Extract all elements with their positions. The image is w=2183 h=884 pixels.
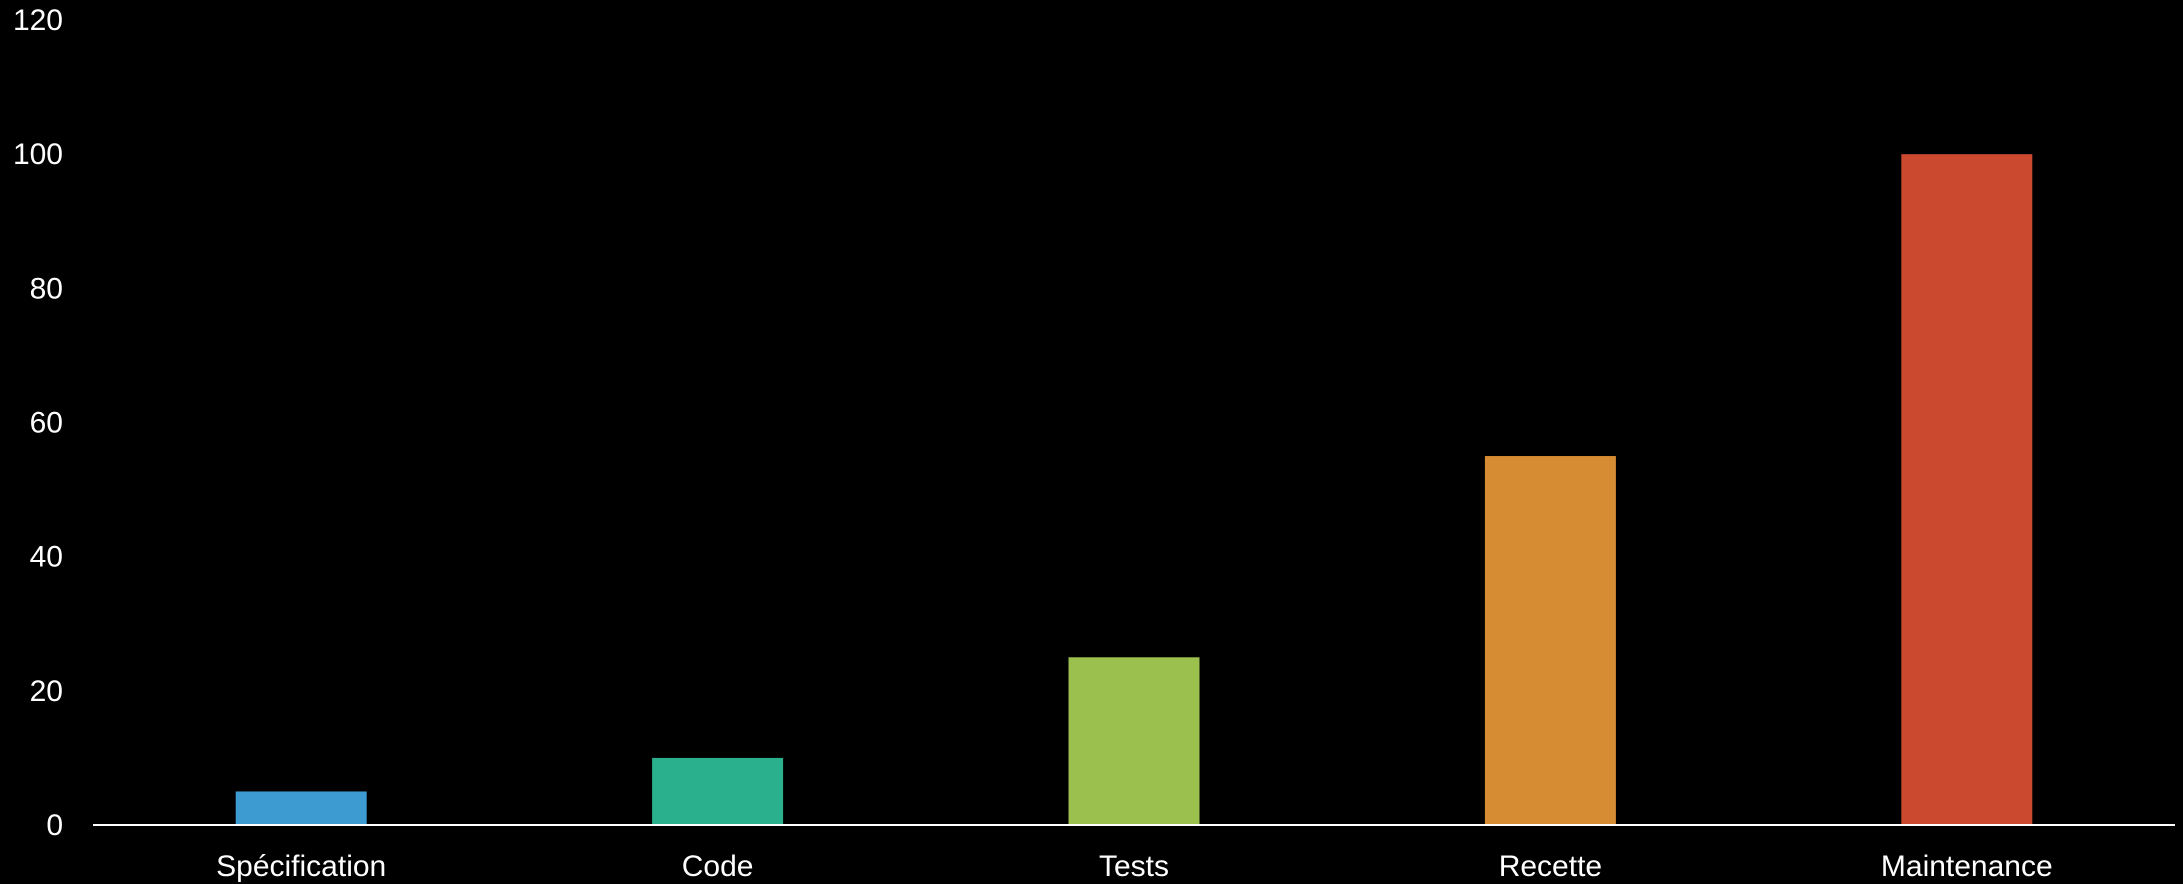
bar-tests bbox=[1068, 657, 1200, 825]
bar-specification bbox=[235, 791, 367, 825]
y-tick-label: 40 bbox=[30, 541, 63, 574]
y-tick-label: 80 bbox=[30, 272, 63, 305]
y-tick-label: 60 bbox=[30, 407, 63, 440]
x-tick-label: Code bbox=[682, 850, 754, 883]
x-axis: Spécification Code Tests Recette Maintenance bbox=[216, 850, 2053, 883]
y-tick-label: 0 bbox=[46, 809, 63, 842]
bar-recette bbox=[1484, 456, 1616, 825]
bar-code bbox=[652, 757, 784, 825]
y-axis: 0 20 40 60 80 100 120 bbox=[13, 4, 63, 842]
x-tick-label: Maintenance bbox=[1881, 850, 2053, 883]
x-tick-label: Recette bbox=[1499, 850, 1602, 883]
y-tick-label: 100 bbox=[13, 138, 63, 171]
y-tick-label: 20 bbox=[30, 675, 63, 708]
x-tick-label: Tests bbox=[1099, 850, 1169, 883]
y-tick-label: 120 bbox=[13, 4, 63, 37]
bar-maintenance bbox=[1901, 154, 2033, 825]
x-tick-label: Spécification bbox=[216, 850, 386, 883]
bars-group bbox=[235, 154, 2033, 825]
